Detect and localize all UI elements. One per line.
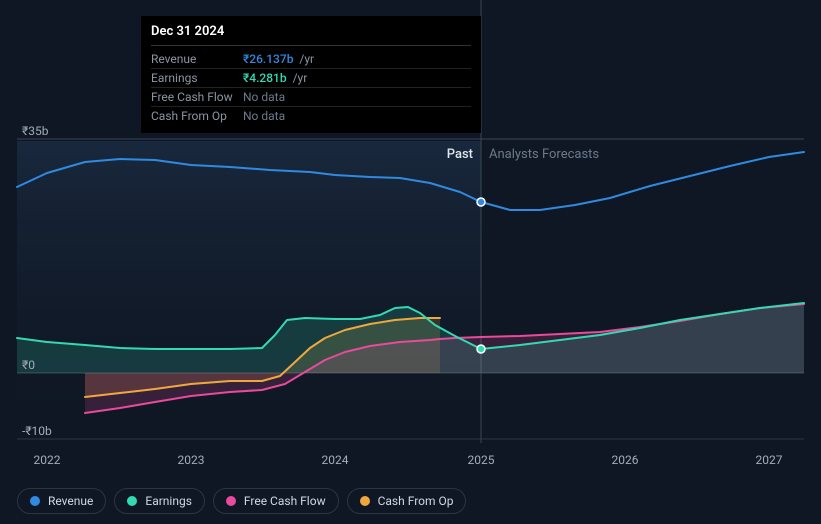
tooltip-nodata: No data — [243, 109, 285, 123]
tooltip-value: ₹4.281b — [243, 71, 287, 85]
tooltip-nodata: No data — [243, 90, 285, 104]
tooltip-row: Cash From OpNo data — [151, 107, 471, 125]
tooltip-row: Free Cash FlowNo data — [151, 88, 471, 107]
forecast-region-label: Analysts Forecasts — [489, 147, 599, 162]
tooltip-value: ₹26.137b — [243, 52, 293, 66]
tooltip-key: Earnings — [151, 71, 243, 85]
tooltip-unit: /yr — [290, 71, 308, 85]
legend-item[interactable]: Cash From Op — [347, 488, 467, 514]
legend-dot — [360, 496, 370, 506]
legend-label: Revenue — [48, 494, 93, 508]
y-axis-label: -₹10b — [22, 424, 52, 438]
tooltip-key: Revenue — [151, 52, 243, 66]
x-axis-label: 2024 — [322, 453, 349, 467]
tooltip-unit: /yr — [296, 52, 314, 66]
legend-item[interactable]: Revenue — [17, 488, 106, 514]
legend-label: Earnings — [145, 494, 192, 508]
past-region-label: Past — [447, 147, 473, 162]
legend-dot — [226, 496, 236, 506]
x-axis-label: 2026 — [612, 453, 639, 467]
financials-chart: ₹35b ₹0 -₹10b 2022 2023 2024 2025 2026 2027 Pas… — [0, 0, 821, 524]
legend-dot — [30, 496, 40, 506]
y-axis-label: ₹0 — [22, 358, 35, 372]
x-axis-label: 2023 — [178, 453, 205, 467]
legend-item[interactable]: Earnings — [114, 488, 205, 514]
legend-label: Free Cash Flow — [244, 494, 326, 508]
chart-legend: Revenue Earnings Free Cash Flow Cash From O… — [17, 488, 466, 514]
chart-tooltip: Dec 31 2024 Revenue₹26.137b /yrEarnings₹… — [141, 16, 481, 133]
legend-label: Cash From Op — [378, 494, 454, 508]
tooltip-key: Free Cash Flow — [151, 90, 243, 104]
x-axis-label: 2027 — [756, 453, 783, 467]
legend-dot — [127, 496, 137, 506]
tooltip-row: Revenue₹26.137b /yr — [151, 50, 471, 69]
x-axis-label: 2022 — [34, 453, 61, 467]
tooltip-row: Earnings₹4.281b /yr — [151, 69, 471, 88]
tooltip-key: Cash From Op — [151, 109, 243, 123]
legend-item[interactable]: Free Cash Flow — [213, 488, 339, 514]
x-axis-label: 2025 — [468, 453, 495, 467]
tooltip-date: Dec 31 2024 — [151, 24, 471, 46]
y-axis-label: ₹35b — [22, 124, 48, 138]
